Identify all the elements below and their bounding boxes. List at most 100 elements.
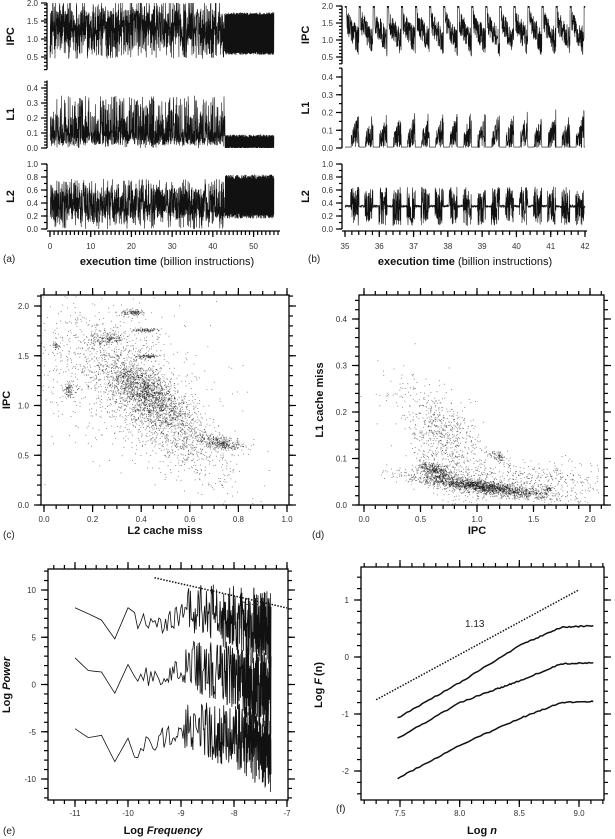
scatter-point [84,370,86,372]
scatter-point [202,440,203,442]
scatter-point [99,329,101,331]
scatter-point [161,407,163,409]
scatter-point [91,325,93,327]
scatter-point [115,311,117,313]
scatter-point [173,410,175,412]
scatter-point [147,329,149,331]
scatter-point [71,322,72,324]
scatter-point [130,386,132,388]
scatter-point [217,442,218,444]
scatter-point [131,382,133,384]
scatter-point [94,356,95,357]
scatter-point [243,453,244,455]
scatter-point [98,397,100,399]
scatter-point [124,377,126,379]
scatter-point [156,350,158,352]
scatter-point [162,461,164,463]
scatter-point [218,446,220,448]
scatter-point [140,391,142,393]
scatter-point [103,332,105,334]
scatter-point [129,350,130,352]
scatter-point [148,392,149,393]
scatter-point [167,439,169,441]
scatter-point [126,371,128,373]
scatter-point [149,330,151,332]
scatter-point [94,339,96,340]
scatter-point [135,391,137,393]
scatter-point [151,438,152,440]
scatter-point [178,402,180,404]
scatter-point [231,486,233,488]
scatter-point [126,387,128,389]
scatter-point [103,344,105,346]
scatter-point [129,423,131,425]
scatter-point [113,356,115,358]
scatter-point [121,314,122,316]
scatter-point [135,330,137,332]
scatter-point [477,480,479,482]
scatter-point [171,403,173,405]
scatter-point [128,429,130,430]
scatter-point [65,396,67,398]
scatter-point [96,375,97,377]
scatter-point [131,389,133,391]
scatter-point [152,330,154,332]
scatter-point [127,379,128,381]
scatter-point [123,400,125,402]
scatter-point [133,390,135,392]
scatter-point [156,388,158,390]
y-tick-label: 0.2 [27,114,39,123]
scatter-point [128,370,130,372]
scatter-point [115,366,117,368]
scatter-point [433,487,434,489]
scatter-point [136,408,138,410]
scatter-point [193,409,195,410]
scatter-point [107,406,108,407]
scatter-point [134,397,136,399]
scatter-point [226,444,227,446]
scatter-point [65,371,67,372]
y-axis-title: L2 [300,190,312,203]
scatter-point [139,376,141,378]
scatter-point [208,446,210,448]
scatter-point [176,444,178,446]
scatter-point [100,334,102,336]
scatter-point [149,355,151,357]
scatter-point [186,446,188,448]
scatter-point [173,374,174,376]
scatter-point [137,314,139,316]
scatter-point [174,413,176,415]
scatter-point [138,404,140,406]
scatter-point [92,461,94,462]
scatter-point [185,421,187,423]
scatter-point [85,434,87,436]
scatter-point [188,426,189,428]
scatter-point [65,386,67,387]
scatter-point [162,403,164,405]
scatter-point [147,410,149,412]
scatter-point [80,341,81,343]
scatter-point [145,441,147,443]
scatter-point [99,343,101,345]
scatter-point [162,433,164,435]
scatter-point [155,378,157,380]
scatter-point [116,383,117,384]
scatter-point [525,491,526,493]
scatter-point [53,443,54,445]
scatter-point [133,380,134,382]
scatter-point [143,407,145,409]
scatter-point [132,388,134,390]
scatter-point [158,377,160,379]
scatter-point [116,384,118,386]
scatter-point [152,390,154,391]
scatter-point [205,452,207,453]
scatter-point [132,309,134,311]
scatter-point [161,414,163,416]
scatter-point [176,479,178,481]
scatter-point [96,387,98,389]
scatter-point [147,328,149,330]
scatter-point [137,404,139,406]
scatter-point [59,346,61,348]
scatter-point [183,449,185,450]
scatter-point [157,394,159,396]
